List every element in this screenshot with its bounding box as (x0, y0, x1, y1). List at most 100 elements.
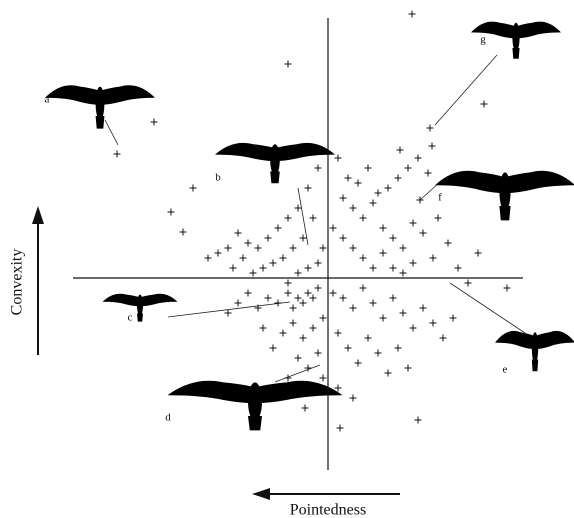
point (315, 260, 322, 267)
point (465, 280, 472, 287)
point (375, 190, 382, 197)
bird-label: c (128, 312, 133, 324)
point (360, 285, 367, 292)
point (295, 205, 302, 212)
point (350, 395, 357, 402)
bird-label: d (165, 412, 171, 424)
point (285, 375, 292, 382)
point (300, 300, 307, 307)
point (427, 125, 434, 132)
point (380, 225, 387, 232)
point (260, 265, 267, 272)
point (405, 165, 412, 172)
point (295, 270, 302, 277)
point (350, 245, 357, 252)
point (305, 185, 312, 192)
point (285, 280, 292, 287)
point (310, 295, 317, 302)
point (425, 170, 432, 177)
point (340, 195, 347, 202)
point (335, 330, 342, 337)
point (205, 255, 212, 262)
point (280, 330, 287, 337)
point (225, 245, 232, 252)
point (275, 225, 282, 232)
x-axis-label: Pointedness (290, 502, 366, 518)
point (365, 335, 372, 342)
point (302, 405, 309, 412)
point (114, 151, 121, 158)
point (330, 225, 337, 232)
point (504, 285, 511, 292)
point (430, 320, 437, 327)
point (290, 320, 297, 327)
point (315, 285, 322, 292)
point (350, 205, 357, 212)
point (310, 325, 317, 332)
point (429, 143, 436, 150)
point (290, 305, 297, 312)
point (400, 310, 407, 317)
point (385, 185, 392, 192)
point (390, 295, 397, 302)
point (285, 215, 292, 222)
point (305, 265, 312, 272)
point (370, 265, 377, 272)
point (315, 165, 322, 172)
point (365, 165, 372, 172)
point (300, 335, 307, 342)
point (230, 265, 237, 272)
bird-label: e (503, 364, 508, 376)
point (340, 235, 347, 242)
point (225, 310, 232, 317)
point (280, 255, 287, 262)
point (335, 385, 342, 392)
point (450, 315, 457, 322)
point (420, 230, 427, 237)
point (240, 255, 247, 262)
point (245, 240, 252, 247)
point (275, 300, 282, 307)
point (180, 229, 187, 236)
point (415, 417, 422, 424)
point (151, 119, 158, 126)
point (290, 245, 297, 252)
point (475, 250, 482, 257)
point (270, 260, 277, 267)
point (315, 350, 322, 357)
point (320, 245, 327, 252)
bird-label: b (215, 172, 221, 184)
point (335, 155, 342, 162)
point (375, 350, 382, 357)
point (235, 300, 242, 307)
point (345, 175, 352, 182)
point (445, 240, 452, 247)
point (340, 295, 347, 302)
point (481, 101, 488, 108)
point (395, 175, 402, 182)
point (395, 345, 402, 352)
point (305, 290, 312, 297)
point (435, 215, 442, 222)
point (420, 305, 427, 312)
point (410, 260, 417, 267)
point (397, 147, 404, 154)
bird-label: f (438, 192, 442, 204)
point (235, 230, 242, 237)
point (410, 220, 417, 227)
point (295, 295, 302, 302)
point (285, 61, 292, 68)
point (355, 180, 362, 187)
point (455, 265, 462, 272)
point (285, 290, 292, 297)
point (345, 345, 352, 352)
point (168, 209, 175, 216)
point (370, 300, 377, 307)
point (360, 215, 367, 222)
point (400, 245, 407, 252)
point (350, 305, 357, 312)
point (430, 255, 437, 262)
point (320, 315, 327, 322)
point (320, 375, 327, 382)
point (337, 425, 344, 432)
